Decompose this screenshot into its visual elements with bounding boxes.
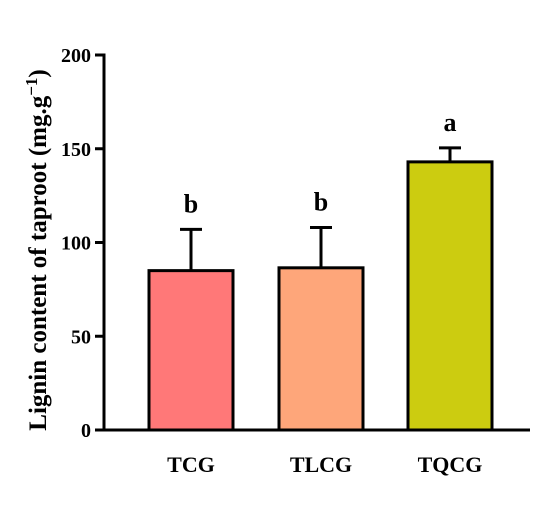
y-axis-title-superscript: −1 bbox=[22, 78, 41, 96]
y-tick-label-100: 100 bbox=[61, 233, 91, 255]
plot-area: b TCG b TLCG a TQCG 0 50 100 150 200 bbox=[61, 45, 530, 477]
y-axis-title-close: ) bbox=[25, 69, 52, 77]
x-tick-label-tqcg: TQCG bbox=[418, 452, 483, 477]
y-tick-label-200: 200 bbox=[61, 45, 91, 67]
y-tick-label-0: 0 bbox=[81, 420, 91, 442]
significance-label-tqcg: a bbox=[444, 108, 457, 137]
significance-label-tlcg: b bbox=[314, 188, 328, 217]
y-axis-title-main: Lignin content of taproot (mg.g bbox=[25, 95, 52, 430]
y-tick-label-150: 150 bbox=[61, 139, 91, 161]
y-axis-title: Lignin content of taproot (mg.g−1) bbox=[22, 69, 52, 430]
x-tick-label-tcg: TCG bbox=[167, 452, 215, 477]
significance-label-tcg: b bbox=[184, 189, 198, 218]
svg-text:Lignin content of taproot (mg.: Lignin content of taproot (mg.g−1) bbox=[22, 69, 52, 430]
bar-tlcg bbox=[277, 266, 365, 432]
y-tick-label-50: 50 bbox=[71, 326, 91, 348]
x-tick-label-tlcg: TLCG bbox=[290, 452, 352, 477]
bar-tqcg bbox=[406, 160, 494, 432]
bar-tcg bbox=[147, 269, 235, 432]
